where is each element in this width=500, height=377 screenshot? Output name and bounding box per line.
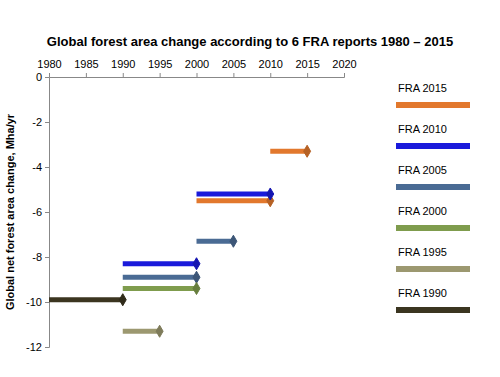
segment-marker [156, 325, 163, 337]
y-tick-mark [45, 347, 49, 348]
x-tick-label: 1980 [37, 58, 61, 70]
x-tick-mark [344, 73, 345, 77]
y-tick: -10 [26, 296, 49, 308]
y-axis-title: Global net forest area change, Mha/yr [4, 113, 16, 310]
segment [123, 261, 197, 266]
legend-label: FRA 2015 [398, 82, 447, 94]
legend-swatch [396, 143, 470, 149]
y-tick-label: 0 [36, 71, 42, 83]
legend-label: FRA 2010 [398, 123, 447, 135]
x-tick-label: 1995 [148, 58, 172, 70]
y-tick-mark [45, 212, 49, 213]
title: Global forest area change according to 6… [47, 34, 453, 49]
y-tick: -2 [32, 116, 49, 128]
x-tick: 1990 [111, 58, 135, 77]
segment [197, 192, 271, 197]
legend-label: FRA 2000 [398, 205, 447, 217]
x-tick-label: 2020 [332, 58, 356, 70]
marks [49, 145, 311, 337]
y-tick-label: -2 [32, 116, 42, 128]
y-tick-mark [45, 257, 49, 258]
legend-swatch [396, 102, 470, 108]
series [123, 188, 274, 270]
x-tick-label: 2000 [185, 58, 209, 70]
x-tick: 2005 [222, 58, 246, 77]
x-tick: 2020 [332, 58, 356, 77]
legend-swatch [396, 184, 470, 190]
y-tick-label: -10 [26, 296, 42, 308]
x-tick-mark [160, 73, 161, 77]
segment-marker [193, 282, 200, 294]
y-tick-mark [45, 77, 49, 78]
series [123, 235, 237, 283]
segment [197, 239, 234, 244]
segment [123, 275, 197, 280]
segment [49, 297, 123, 302]
x-tick-label: 2005 [222, 58, 246, 70]
y-tick: -4 [32, 161, 49, 173]
legend-swatch [396, 266, 470, 272]
series [123, 282, 200, 294]
y-tick-mark [45, 167, 49, 168]
legend: FRA 2015 FRA 2010 FRA 2005 FRA 2000 FRA 1995… [396, 82, 470, 313]
x-tick-label: 2010 [259, 58, 283, 70]
y-axis-line [45, 78, 50, 348]
x-tick: 2000 [185, 58, 209, 77]
y-tick-mark [45, 122, 49, 123]
segment [270, 149, 307, 154]
segment [123, 329, 160, 334]
segment-marker [119, 294, 126, 306]
legend-swatch [396, 307, 470, 313]
y-tick: 0 [36, 71, 49, 83]
x-tick: 2015 [295, 58, 319, 77]
segment-marker [193, 258, 200, 270]
x-tick-mark [270, 73, 271, 77]
legend-label: FRA 2005 [398, 164, 447, 176]
x-tick-label: 1985 [74, 58, 98, 70]
y-tick-label: -6 [32, 206, 42, 218]
x-tick-mark [233, 73, 234, 77]
legend-swatch [396, 225, 470, 231]
y-axis: 0 -2 -4 -6 -8 -10 -12 [26, 71, 49, 353]
segment-marker [230, 235, 237, 247]
x-tick-label: 1990 [111, 58, 135, 70]
legend-label: FRA 1990 [398, 287, 447, 299]
y-tick: -8 [32, 251, 49, 263]
chart: Global forest area change according to 6… [0, 0, 500, 377]
x-tick: 1985 [74, 58, 98, 77]
segment [197, 198, 271, 203]
y-tick-label: -12 [26, 341, 42, 353]
segment [123, 286, 197, 291]
x-tick-label: 2015 [295, 58, 319, 70]
legend-label: FRA 1995 [398, 246, 447, 258]
x-tick-mark [307, 73, 308, 77]
x-tick-mark [197, 73, 198, 77]
x-tick: 1995 [148, 58, 172, 77]
y-tick-label: -8 [32, 251, 42, 263]
segment-marker [304, 145, 311, 157]
x-axis: 1980 1985 1990 1995 2000 2005 2010 2015 2020 [37, 58, 356, 78]
x-tick: 2010 [259, 58, 283, 77]
x-axis-line [50, 73, 345, 78]
y-tick: -12 [26, 341, 49, 353]
segment-marker [267, 188, 274, 200]
y-tick-mark [45, 302, 49, 303]
y-tick: -6 [32, 206, 49, 218]
series [123, 325, 163, 337]
series [49, 294, 126, 306]
x-tick-mark [123, 73, 124, 77]
series [197, 145, 311, 207]
x-tick-mark [49, 73, 50, 77]
y-tick-label: -4 [32, 161, 42, 173]
x-tick-mark [86, 73, 87, 77]
